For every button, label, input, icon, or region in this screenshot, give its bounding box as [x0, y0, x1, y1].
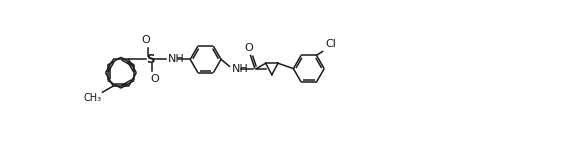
Text: O: O: [141, 35, 150, 45]
Text: NH: NH: [232, 64, 249, 74]
Text: CH₃: CH₃: [84, 93, 102, 103]
Text: O: O: [150, 74, 159, 84]
Text: O: O: [245, 43, 253, 53]
Text: S: S: [146, 53, 154, 66]
Text: Cl: Cl: [326, 39, 336, 49]
Text: NH: NH: [168, 54, 185, 64]
